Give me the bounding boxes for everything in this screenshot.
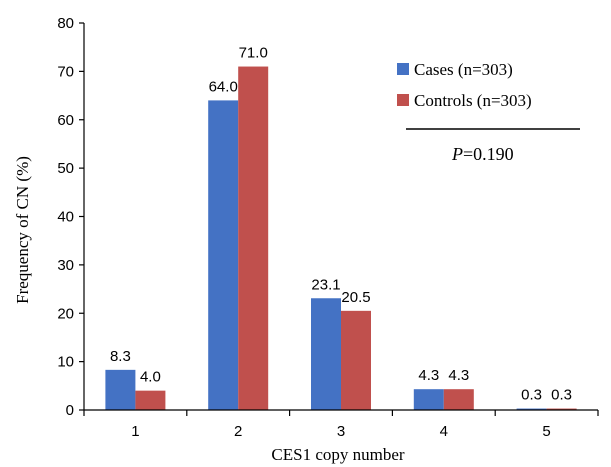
bar-controls-cn3 (341, 310, 371, 410)
value-label-cases-cn2: 64.0 (209, 78, 238, 95)
y-tick-label-0: 0 (66, 402, 74, 419)
value-label-controls-cn3: 20.5 (341, 289, 370, 306)
bar-controls-cn4 (443, 389, 474, 410)
value-label-cases-cn5: 0.3 (521, 387, 542, 404)
bar-controls-cn1 (135, 390, 166, 410)
value-label-controls-cn5: 0.3 (551, 387, 572, 404)
value-label-controls-cn2: 71.0 (239, 45, 268, 62)
value-label-cases-cn1: 8.3 (110, 348, 131, 365)
x-tick-label-3: 3 (337, 423, 345, 440)
x-axis-title: CES1 copy number (271, 445, 404, 464)
p-value-annotation: P=0.190 (451, 144, 514, 164)
y-tick-label-50: 50 (57, 160, 74, 177)
bar-cases-cn5 (516, 408, 547, 410)
y-tick-label-10: 10 (57, 354, 74, 371)
legend-label-controls: Controls (n=303) (414, 91, 532, 110)
bar-cases-cn4 (413, 389, 444, 410)
x-tick-label-5: 5 (542, 423, 550, 440)
value-label-controls-cn4: 4.3 (448, 367, 469, 384)
x-tick-label-1: 1 (131, 423, 139, 440)
value-label-cases-cn4: 4.3 (418, 367, 439, 384)
y-tick-label-40: 40 (57, 209, 74, 226)
x-tick-label-4: 4 (440, 423, 448, 440)
value-label-controls-cn1: 4.0 (140, 369, 161, 386)
bar-cases-cn2 (208, 100, 239, 411)
y-axis-title: Frequency of CN (%) (13, 156, 32, 304)
y-tick-label-80: 80 (57, 15, 74, 32)
bar-cases-cn1 (105, 369, 136, 410)
ticks-group: 0 10 20 30 40 50 60 70 80 1 2 3 4 5 (57, 15, 599, 440)
y-tick-label-30: 30 (57, 257, 74, 274)
value-label-cases-cn3: 23.1 (311, 276, 340, 293)
y-tick-label-60: 60 (57, 112, 74, 129)
y-tick-label-70: 70 (57, 63, 74, 80)
bars-group (105, 66, 577, 411)
x-tick-label-2: 2 (234, 423, 242, 440)
bar-controls-cn5 (546, 408, 577, 410)
bar-cases-cn3 (311, 298, 341, 410)
legend: Cases (n=303) Controls (n=303) (397, 60, 532, 110)
legend-swatch-controls (397, 94, 409, 106)
y-tick-label-20: 20 (57, 305, 74, 322)
bar-controls-cn2 (238, 66, 269, 410)
legend-label-cases: Cases (n=303) (414, 60, 513, 79)
legend-swatch-cases (397, 63, 409, 75)
value-labels-group: 8.3 4.0 64.071.0 23.120.5 4.3 4.3 0.3 0.3 (110, 45, 572, 404)
p-value: =0.190 (463, 144, 514, 164)
p-symbol: P (451, 144, 463, 164)
